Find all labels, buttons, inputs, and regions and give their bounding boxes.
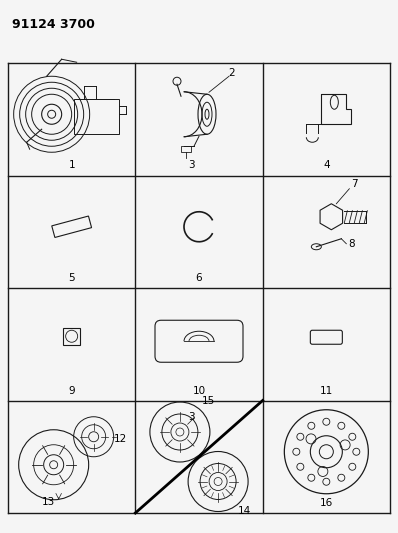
Bar <box>181 146 191 152</box>
Bar <box>74 99 119 134</box>
Text: 91124 3700: 91124 3700 <box>12 18 95 31</box>
Text: 16: 16 <box>320 498 333 508</box>
Text: 15: 15 <box>202 396 215 406</box>
Text: 6: 6 <box>196 273 202 283</box>
Text: 9: 9 <box>68 385 75 395</box>
Text: 2: 2 <box>229 68 235 78</box>
Text: 13: 13 <box>42 497 55 507</box>
Text: 11: 11 <box>320 385 333 395</box>
Text: 4: 4 <box>323 160 330 171</box>
Text: 8: 8 <box>348 239 355 249</box>
Text: 7: 7 <box>351 179 358 189</box>
Text: 1: 1 <box>68 160 75 171</box>
Text: 10: 10 <box>193 385 205 395</box>
Text: 5: 5 <box>68 273 75 283</box>
Text: 3: 3 <box>188 413 194 423</box>
Text: 12: 12 <box>114 434 127 444</box>
Text: 3: 3 <box>188 160 194 171</box>
Text: 14: 14 <box>238 506 252 516</box>
